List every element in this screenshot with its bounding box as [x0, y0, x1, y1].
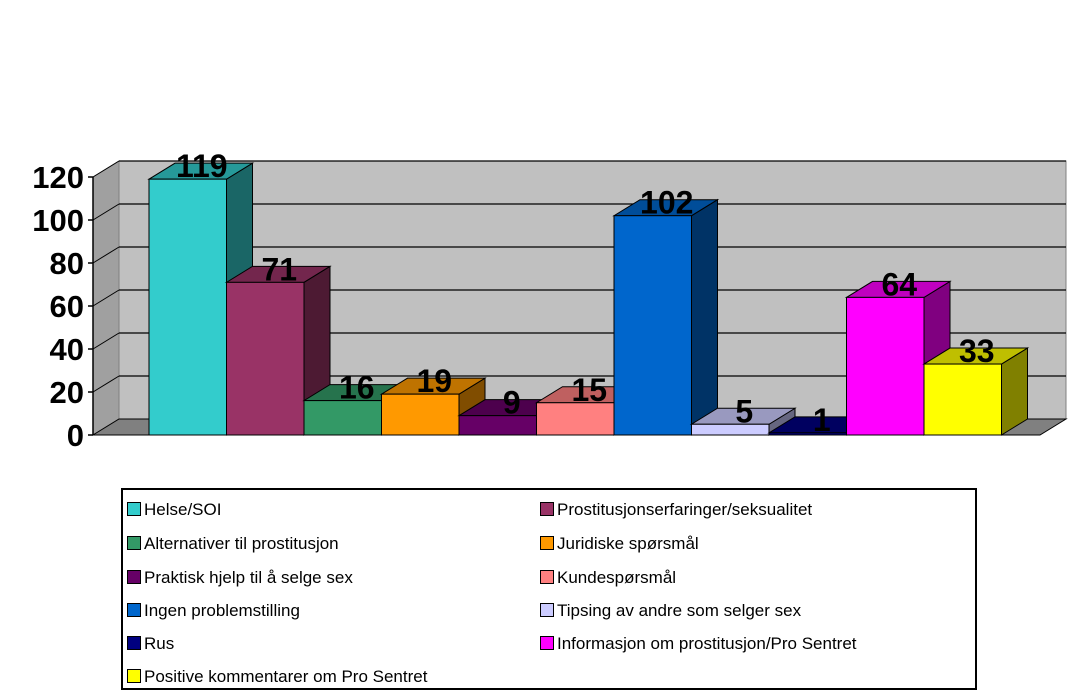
legend-label: Helse/SOI	[144, 500, 222, 519]
legend-swatch	[127, 669, 141, 683]
legend-item: Alternativer til prostitusjon	[127, 534, 339, 554]
legend-item: Praktisk hjelp til å selge sex	[127, 568, 353, 588]
bar	[691, 423, 770, 436]
legend-swatch	[540, 603, 554, 617]
gridline	[92, 160, 120, 178]
legend-label: Juridiske spørsmål	[557, 534, 699, 553]
bar	[768, 432, 847, 436]
y-tick-label: 120	[32, 160, 84, 195]
legend-label: Ingen problemstilling	[144, 601, 300, 620]
legend: Helse/SOI Prostitusjonserfaringer/seksua…	[121, 488, 977, 690]
data-label: 9	[503, 385, 521, 421]
legend-swatch	[127, 570, 141, 584]
legend-label: Informasjon om prostitusjon/Pro Sentret	[557, 634, 857, 653]
legend-swatch	[127, 603, 141, 617]
legend-item: Kundespørsmål	[540, 568, 676, 588]
gridline	[92, 289, 120, 307]
legend-swatch	[540, 636, 554, 650]
gridline	[92, 246, 120, 264]
y-tick-label: 80	[50, 246, 84, 281]
bar	[846, 296, 925, 436]
y-tick-label: 40	[50, 332, 84, 367]
data-label: 16	[339, 370, 375, 406]
legend-item: Rus	[127, 634, 174, 654]
legend-item: Helse/SOI	[127, 500, 221, 520]
gridline	[92, 332, 120, 350]
legend-item: Tipsing av andre som selger sex	[540, 601, 801, 621]
data-label: 5	[735, 393, 753, 429]
bar	[148, 178, 227, 436]
data-label: 33	[959, 333, 995, 369]
bar	[458, 415, 537, 436]
legend-item: Positive kommentarer om Pro Sentret	[127, 667, 427, 687]
bar	[923, 363, 1002, 436]
bar-side	[691, 198, 718, 436]
legend-label: Kundespørsmål	[557, 568, 677, 587]
data-label: 1	[813, 402, 831, 438]
y-tick-label: 0	[67, 418, 84, 453]
legend-swatch	[127, 536, 141, 550]
y-tick-label: 100	[32, 203, 84, 238]
bar	[381, 393, 460, 436]
legend-label: Tipsing av andre som selger sex	[557, 601, 802, 620]
y-tick-label: 20	[50, 375, 84, 410]
bar-chart: 0 20 40 60 80 100 120 119 71 16 19 9 15 102 5 1 64 33	[32, 148, 1068, 453]
legend-label: Praktisk hjelp til å selge sex	[144, 568, 353, 587]
y-tick-label: 60	[50, 289, 84, 324]
legend-label: Rus	[144, 634, 175, 653]
legend-item: Ingen problemstilling	[127, 601, 300, 621]
bar	[303, 400, 382, 436]
bar	[536, 402, 615, 436]
legend-item: Juridiske spørsmål	[540, 534, 699, 554]
legend-swatch	[127, 636, 141, 650]
data-label: 64	[881, 266, 917, 302]
legend-swatch	[540, 502, 554, 516]
legend-swatch	[540, 536, 554, 550]
data-label: 119	[176, 148, 228, 184]
legend-swatch	[127, 502, 141, 516]
legend-label: Prostitusjonserfaringer/seksualitet	[557, 500, 813, 519]
legend-item: Informasjon om prostitusjon/Pro Sentret	[540, 634, 857, 654]
data-label: 71	[261, 251, 297, 287]
legend-item: Prostitusjonserfaringer/seksualitet	[540, 500, 812, 520]
legend-label: Alternativer til prostitusjon	[144, 534, 339, 553]
gridline	[92, 375, 120, 393]
bar	[613, 215, 692, 436]
legend-swatch	[540, 570, 554, 584]
legend-label: Positive kommentarer om Pro Sentret	[144, 667, 428, 686]
data-label: 102	[640, 185, 693, 221]
bar	[226, 281, 305, 436]
data-label: 15	[571, 372, 607, 408]
gridline	[92, 203, 120, 221]
data-label: 19	[416, 363, 452, 399]
